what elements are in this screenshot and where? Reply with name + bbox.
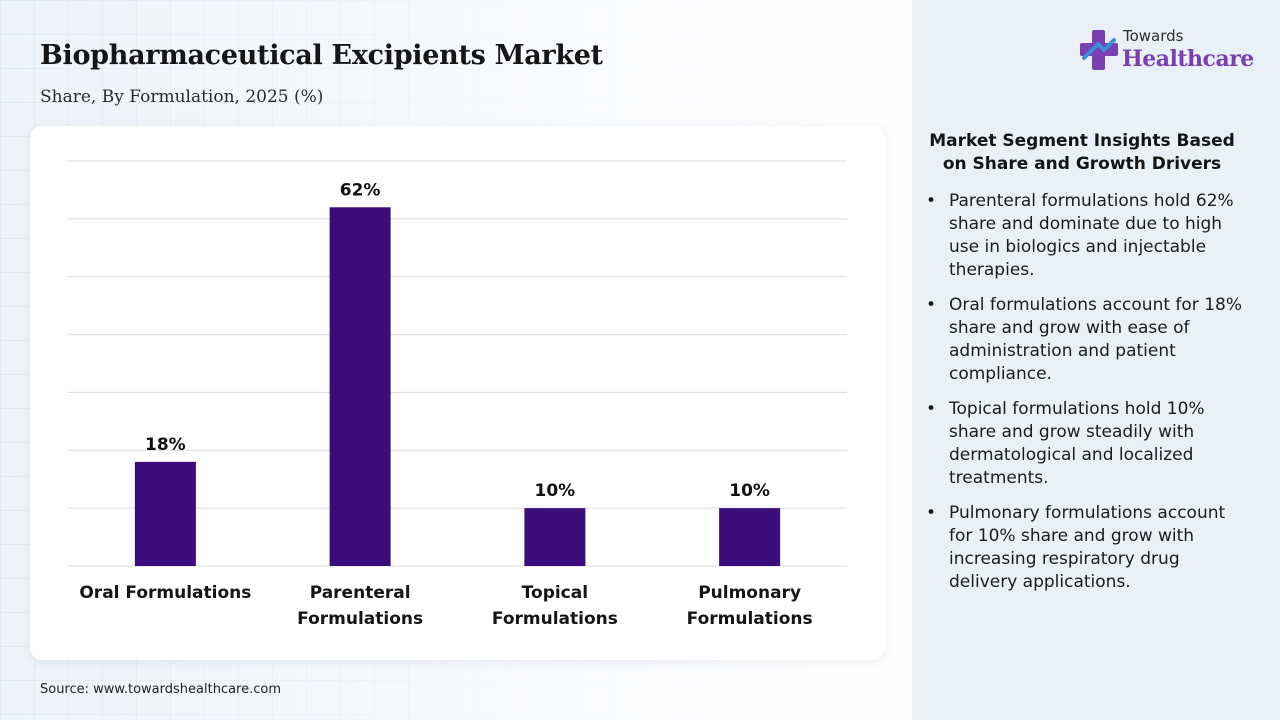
insight-item: • Topical formulations hold 10% share and…	[922, 398, 1252, 490]
source-note: Source: www.towardshealthcare.com	[40, 682, 282, 697]
insights-title: Market Segment Insights Based on Share a…	[929, 131, 1235, 174]
insight-item: • Pulmonary formulations account for 10% …	[922, 502, 1252, 594]
insights-list: • Parenteral formulations hold 62% share …	[922, 190, 1252, 606]
category-label: Oral Formulations	[79, 583, 251, 603]
bullet-icon: •	[926, 399, 937, 419]
bullet-icon: •	[926, 503, 937, 523]
bars	[134, 207, 781, 566]
bar	[134, 461, 196, 566]
bar	[524, 508, 586, 566]
bar	[719, 508, 781, 566]
bar-chart: 18% 62% 10% 10% Oral Formulations Parenteral…	[68, 160, 847, 629]
bullet-icon: •	[926, 295, 937, 315]
category-label: Formulations	[687, 609, 813, 629]
logo-top-text: Towards	[1123, 27, 1184, 45]
data-label: 62%	[340, 180, 381, 200]
insight-text: Parenteral formulations hold 62% share a…	[949, 191, 1234, 280]
insight-text: Oral formulations account for 18% share …	[949, 295, 1242, 384]
brand-logo: Towards Healthcare	[1078, 26, 1258, 80]
category-label: Formulations	[492, 609, 618, 629]
page-title: Biopharmaceutical Excipients Market	[40, 40, 603, 71]
data-label: 10%	[729, 481, 770, 501]
insight-text: Pulmonary formulations account for 10% s…	[949, 503, 1226, 592]
bar	[329, 207, 391, 566]
data-labels: 18% 62% 10% 10%	[145, 180, 770, 501]
bullet-icon: •	[926, 191, 937, 211]
category-label: Parenteral	[310, 583, 411, 603]
category-label: Topical	[522, 583, 588, 603]
page-subtitle: Share, By Formulation, 2025 (%)	[40, 87, 324, 107]
category-labels: Oral Formulations Parenteral Formulations T…	[79, 583, 812, 629]
chart-card: 18% 62% 10% 10% Oral Formulations Parenteral…	[30, 126, 885, 660]
data-label: 18%	[145, 435, 186, 455]
category-label: Pulmonary	[698, 583, 801, 603]
insight-item: • Oral formulations account for 18% share…	[922, 294, 1252, 386]
logo-main-text: Healthcare	[1122, 46, 1254, 72]
insights-panel-background	[912, 0, 1280, 720]
data-label: 10%	[535, 481, 576, 501]
category-label: Formulations	[297, 609, 423, 629]
insight-item: • Parenteral formulations hold 62% share …	[922, 190, 1252, 282]
gridlines	[68, 160, 847, 567]
cross-plus-icon	[1080, 30, 1118, 70]
insight-text: Topical formulations hold 10% share and …	[949, 399, 1205, 488]
